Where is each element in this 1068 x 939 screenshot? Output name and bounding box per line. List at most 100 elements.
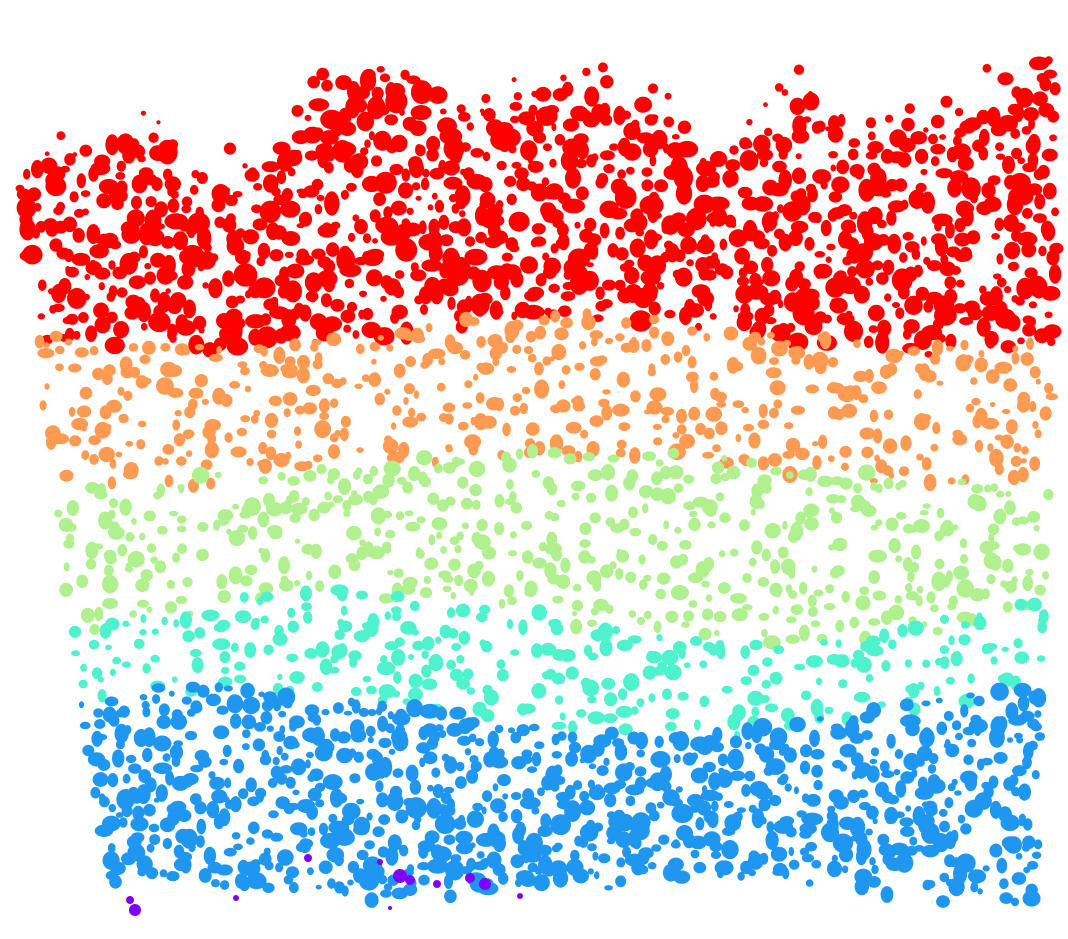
speck (836, 159, 850, 175)
speck (456, 655, 465, 664)
speck (799, 760, 811, 775)
speck (85, 482, 100, 494)
speck (605, 604, 614, 614)
speck (676, 424, 687, 435)
speck (59, 469, 74, 482)
speck (900, 771, 915, 784)
speck (296, 366, 310, 384)
speck (565, 167, 581, 189)
speck (1045, 393, 1058, 401)
speck (905, 721, 920, 737)
speck (455, 761, 465, 772)
speck (435, 636, 442, 644)
speck (139, 694, 148, 701)
speck (549, 158, 557, 168)
speck (260, 364, 279, 377)
speck (945, 743, 960, 758)
speck (318, 860, 333, 874)
speck (252, 738, 266, 752)
speck (805, 655, 823, 668)
speck (167, 387, 184, 398)
speck (766, 821, 775, 833)
speck (804, 237, 815, 251)
speck (391, 690, 401, 698)
speck (422, 168, 430, 178)
speck (639, 485, 653, 499)
speck (551, 548, 562, 562)
speck (521, 386, 531, 395)
speck (184, 730, 198, 741)
speck (446, 607, 456, 619)
speck (510, 732, 522, 744)
speck (865, 828, 873, 836)
speck (456, 299, 473, 315)
speck (400, 69, 410, 81)
speck (105, 134, 119, 156)
speck (1028, 401, 1037, 413)
speck (1019, 458, 1027, 464)
speck (930, 143, 946, 155)
speck (115, 451, 123, 458)
speck (748, 432, 761, 449)
speck (142, 663, 151, 674)
speck (322, 774, 343, 790)
speck (720, 265, 734, 280)
speck (887, 233, 902, 254)
speck (351, 699, 361, 714)
speck (726, 465, 741, 480)
speck (716, 401, 727, 408)
speck (954, 232, 971, 247)
speck (470, 148, 485, 158)
speck (1015, 87, 1034, 108)
speck (209, 353, 223, 362)
speck (44, 151, 50, 156)
speck (757, 419, 770, 429)
speck (950, 829, 959, 843)
speck (269, 528, 283, 540)
speck (516, 724, 530, 737)
speck (391, 649, 406, 666)
speck (900, 826, 915, 837)
speck (686, 259, 694, 267)
speck (584, 217, 597, 232)
speck (853, 243, 874, 263)
speck (764, 703, 779, 713)
speck (506, 479, 514, 490)
speck (935, 697, 943, 704)
speck (71, 252, 91, 266)
speck (506, 366, 517, 373)
speck (277, 471, 286, 481)
speck (717, 582, 731, 594)
speck (130, 816, 149, 832)
speck (139, 532, 146, 541)
speck (936, 721, 948, 736)
speck (115, 739, 125, 750)
speck (814, 251, 826, 258)
speck (689, 378, 699, 394)
speck (554, 327, 569, 341)
speck (333, 792, 348, 804)
speck (122, 469, 138, 480)
speck (739, 150, 759, 171)
speck (353, 751, 364, 763)
speck (433, 463, 443, 474)
speck (653, 620, 662, 634)
speck (436, 531, 443, 540)
speck (313, 454, 323, 463)
speck (761, 256, 774, 273)
speck (791, 167, 807, 185)
speck (658, 834, 670, 845)
speck (377, 715, 389, 732)
speck (301, 497, 310, 506)
speck (866, 645, 884, 657)
speck (900, 435, 912, 452)
speck (173, 619, 180, 628)
speck (260, 548, 271, 563)
speck (596, 173, 609, 186)
speck (102, 598, 119, 609)
speck (649, 114, 659, 121)
speck (1020, 710, 1035, 722)
speck (382, 473, 395, 488)
speck (506, 193, 517, 205)
speck (635, 228, 645, 237)
